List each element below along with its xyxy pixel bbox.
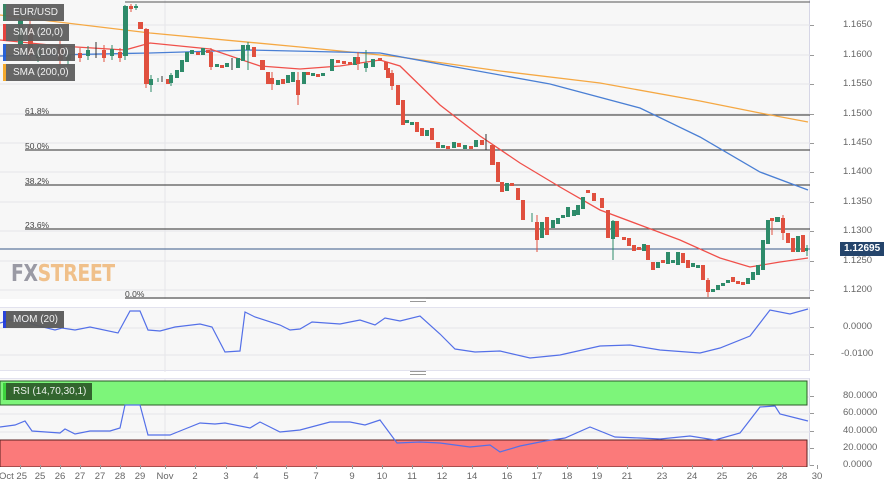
legend-rsi[interactable]: RSI (14,70,30,1)	[3, 383, 93, 400]
rsi-oversold-zone	[0, 439, 808, 467]
x-tick-label: 17	[531, 471, 543, 482]
x-tick-label: 26	[746, 471, 758, 482]
fib-label-61-8: 61.8%	[25, 106, 50, 116]
rsi-overbought-zone	[0, 380, 808, 406]
x-tick-label: 24	[686, 471, 698, 482]
x-tick-label: 25	[716, 471, 728, 482]
x-tick-label: 26	[54, 471, 66, 482]
x-tick-label: 9	[349, 471, 355, 482]
logo-street: STREET	[37, 261, 116, 287]
legend-label: SMA (100,0)	[13, 47, 69, 58]
legend-sma20[interactable]: SMA (20,0)	[3, 24, 70, 41]
sma20-line	[0, 39, 809, 268]
x-tick-label: 3	[223, 471, 229, 482]
x-tick-label: 30	[811, 471, 823, 482]
sma100-line	[0, 49, 809, 191]
rsi-canvas	[0, 379, 810, 467]
y-tick-label: 0.0000	[843, 459, 873, 470]
fib-label-23-6: 23.6%	[25, 220, 50, 230]
y-tick-label: 1.1350	[843, 196, 873, 207]
rsi-line	[0, 404, 809, 453]
x-tick-label: 5	[283, 471, 289, 482]
x-tick-label: 12	[436, 471, 448, 482]
y-tick-label: 1.1300	[843, 225, 873, 236]
legend-swatch	[3, 383, 6, 400]
legend-swatch	[3, 24, 6, 41]
legend-label: SMA (200,0)	[13, 67, 69, 78]
y-tick-label: 1.1400	[843, 166, 873, 177]
y-tick-label: 1.1200	[843, 284, 873, 295]
legend-swatch	[3, 311, 6, 328]
legend-sma200[interactable]: SMA (200,0)	[3, 64, 75, 81]
x-tick-label: 28	[776, 471, 788, 482]
y-tick-label: 1.1500	[843, 108, 873, 119]
x-tick-label: Nov	[156, 471, 174, 482]
x-tick-label: 2	[192, 471, 198, 482]
momentum-canvas	[0, 308, 810, 372]
y-tick-label: 0.0000	[843, 321, 873, 332]
grid-lines	[0, 0, 810, 299]
x-tick-label: 25	[34, 471, 46, 482]
legend-label: SMA (20,0)	[13, 27, 64, 38]
fib-label-38-2: 38.2%	[25, 176, 50, 186]
fibonacci-lines	[25, 114, 810, 299]
x-tick-label: 27	[74, 471, 86, 482]
legend-swatch	[3, 4, 6, 21]
x-tick-label: 27	[94, 471, 106, 482]
panel-resize-handle[interactable]	[410, 298, 426, 302]
y-tick-label: 1.1650	[843, 19, 873, 30]
logo-fx: FX	[11, 261, 38, 287]
x-tick-label: 16	[501, 471, 513, 482]
y-tick-label: 1.1250	[843, 255, 873, 266]
current-price-badge: 1.12695	[840, 242, 885, 256]
legend-eurusd[interactable]: EUR/USD	[3, 4, 65, 21]
legend-mom[interactable]: MOM (20)	[3, 311, 64, 328]
price-chart-canvas	[0, 0, 810, 299]
legend-label: EUR/USD	[13, 7, 59, 18]
x-tick-label: Oct 25	[0, 471, 27, 482]
y-tick-label: 80.0000	[843, 390, 878, 401]
x-tick-label: 11	[407, 471, 417, 482]
y-tick-label: 40.0000	[843, 425, 878, 436]
momentum-panel[interactable]: MOM (20)	[0, 307, 810, 375]
x-tick-label: 4	[253, 471, 259, 482]
legend-label: RSI (14,70,30,1)	[13, 386, 87, 397]
momentum-line	[0, 308, 809, 359]
x-tick-label: 14	[466, 471, 478, 482]
fib-label-0-0: 0.0%	[125, 289, 145, 299]
y-tick-label: -0.0100	[841, 348, 874, 359]
panel-resize-handle[interactable]	[410, 371, 426, 375]
x-tick-label: 23	[656, 471, 668, 482]
x-tick-label: 19	[591, 471, 603, 482]
y-tick-label: 1.1600	[843, 49, 873, 60]
legend-swatch	[3, 64, 6, 81]
x-tick-label: 10	[376, 471, 388, 482]
fib-label-50-0: 50.0%	[25, 141, 50, 151]
price-chart-panel[interactable]: EUR/USD SMA (20,0) SMA (100,0) SMA (200,…	[0, 0, 810, 302]
x-tick-label: 21	[621, 471, 633, 482]
y-tick-label: 1.1550	[843, 78, 873, 89]
y-tick-label: 20.0000	[843, 442, 878, 453]
rsi-panel[interactable]: RSI (14,70,30,1)	[0, 378, 810, 467]
y-tick-label: 1.1450	[843, 137, 873, 148]
x-tick-label: 28	[114, 471, 126, 482]
legend-label: MOM (20)	[13, 314, 58, 325]
sma200-line	[0, 14, 809, 123]
x-tick-label: 29	[134, 471, 146, 482]
legend-sma100[interactable]: SMA (100,0)	[3, 44, 75, 61]
x-tick-label: 18	[561, 471, 573, 482]
x-tick-label: 7	[313, 471, 319, 482]
legend-swatch	[3, 44, 6, 61]
y-tick-label: 60.0000	[843, 407, 878, 418]
fxstreet-logo: FXSTREET	[11, 261, 115, 287]
